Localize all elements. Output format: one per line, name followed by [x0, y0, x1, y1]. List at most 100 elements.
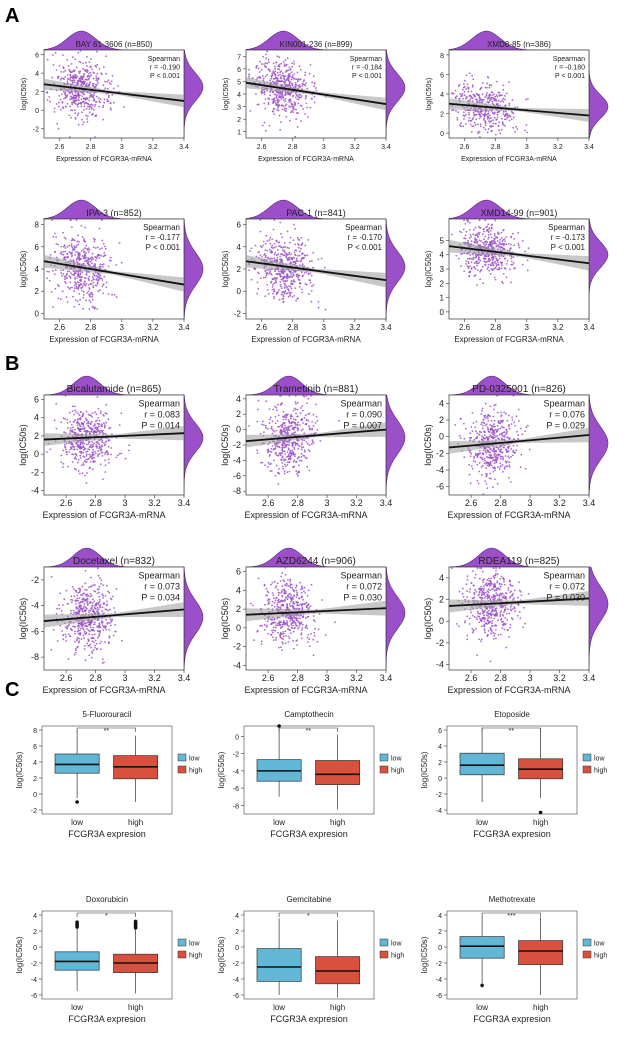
data-point: [81, 415, 84, 418]
data-point: [109, 608, 111, 611]
data-point: [466, 258, 469, 260]
fit-line: [43, 260, 185, 286]
data-point: [302, 108, 304, 110]
data-point: [284, 279, 287, 282]
data-point: [484, 96, 487, 99]
data-point: [482, 228, 485, 231]
data-point: [273, 282, 276, 285]
data-point: [470, 257, 473, 260]
data-point: [274, 422, 277, 425]
data-point: [89, 295, 92, 298]
data-point: [485, 436, 488, 439]
data-point: [469, 455, 472, 457]
data-point: [492, 112, 495, 115]
data-point: [259, 254, 262, 256]
data-point: [471, 74, 474, 77]
data-point: [71, 237, 74, 240]
x-tick-label: 3.2: [552, 323, 564, 332]
data-point: [79, 632, 82, 635]
data-point: [52, 269, 54, 272]
data-point: [89, 576, 92, 579]
data-point: [479, 115, 481, 117]
data-point: [264, 276, 267, 279]
data-point: [491, 457, 494, 459]
data-point: [505, 92, 508, 95]
data-point: [101, 425, 103, 428]
data-point: [262, 276, 265, 279]
data-point: [499, 457, 502, 460]
data-point: [62, 449, 65, 452]
data-point: [293, 446, 296, 449]
data-point: [60, 70, 63, 73]
data-point: [260, 461, 262, 464]
data-point: [86, 82, 88, 85]
data-point: [525, 426, 528, 429]
data-point: [78, 275, 80, 277]
data-point: [292, 453, 295, 456]
data-point: [266, 240, 269, 242]
data-point: [476, 242, 478, 245]
data-point: [306, 402, 308, 405]
data-point: [278, 56, 280, 59]
data-point: [280, 62, 282, 65]
data-point: [301, 442, 303, 444]
data-point: [264, 75, 267, 78]
data-point: [93, 264, 95, 267]
data-point: [475, 430, 477, 433]
data-point: [291, 424, 293, 427]
data-point: [486, 82, 488, 85]
p-label: P < 0.001: [555, 73, 585, 80]
data-point: [263, 63, 265, 65]
data-point: [289, 451, 292, 454]
data-point: [497, 466, 499, 469]
data-point: [490, 420, 493, 422]
data-point: [294, 81, 297, 84]
data-point: [74, 632, 76, 635]
data-point: [289, 415, 292, 417]
data-point: [477, 253, 480, 256]
data-point: [82, 425, 85, 428]
data-point: [262, 240, 265, 243]
data-point: [79, 590, 81, 592]
data-point: [273, 430, 276, 433]
data-point: [94, 420, 97, 423]
data-point: [282, 254, 285, 257]
data-point: [472, 233, 474, 236]
data-point: [308, 427, 311, 430]
data-point: [107, 590, 109, 593]
data-point: [84, 659, 87, 662]
data-point: [300, 68, 302, 71]
y-tick-label: -6: [233, 471, 241, 481]
data-point: [295, 299, 297, 302]
data-point: [495, 257, 498, 260]
data-point: [271, 277, 274, 280]
data-point: [66, 246, 69, 248]
r-label: r = 0.076: [549, 410, 585, 420]
data-point: [77, 255, 80, 258]
data-point: [80, 81, 83, 83]
data-point: [95, 642, 98, 645]
data-point: [308, 293, 310, 296]
data-point: [474, 226, 477, 229]
data-point: [293, 280, 296, 283]
data-point: [290, 279, 293, 282]
data-point: [95, 50, 98, 53]
data-point: [513, 451, 515, 454]
data-point: [272, 70, 275, 73]
data-point: [291, 95, 294, 98]
data-point: [103, 415, 105, 417]
data-point: [517, 231, 520, 234]
data-point: [503, 431, 506, 434]
data-point: [101, 445, 103, 448]
data-point: [312, 442, 315, 444]
fit-line: [43, 83, 185, 102]
data-point: [526, 269, 529, 272]
data-point: [308, 444, 311, 446]
data-point: [259, 230, 262, 233]
data-point: [96, 419, 98, 422]
x-axis-label: Expression of FCGR3A-mRNA: [49, 335, 159, 344]
data-point: [99, 412, 102, 415]
data-point: [478, 99, 481, 102]
data-point: [98, 622, 101, 625]
